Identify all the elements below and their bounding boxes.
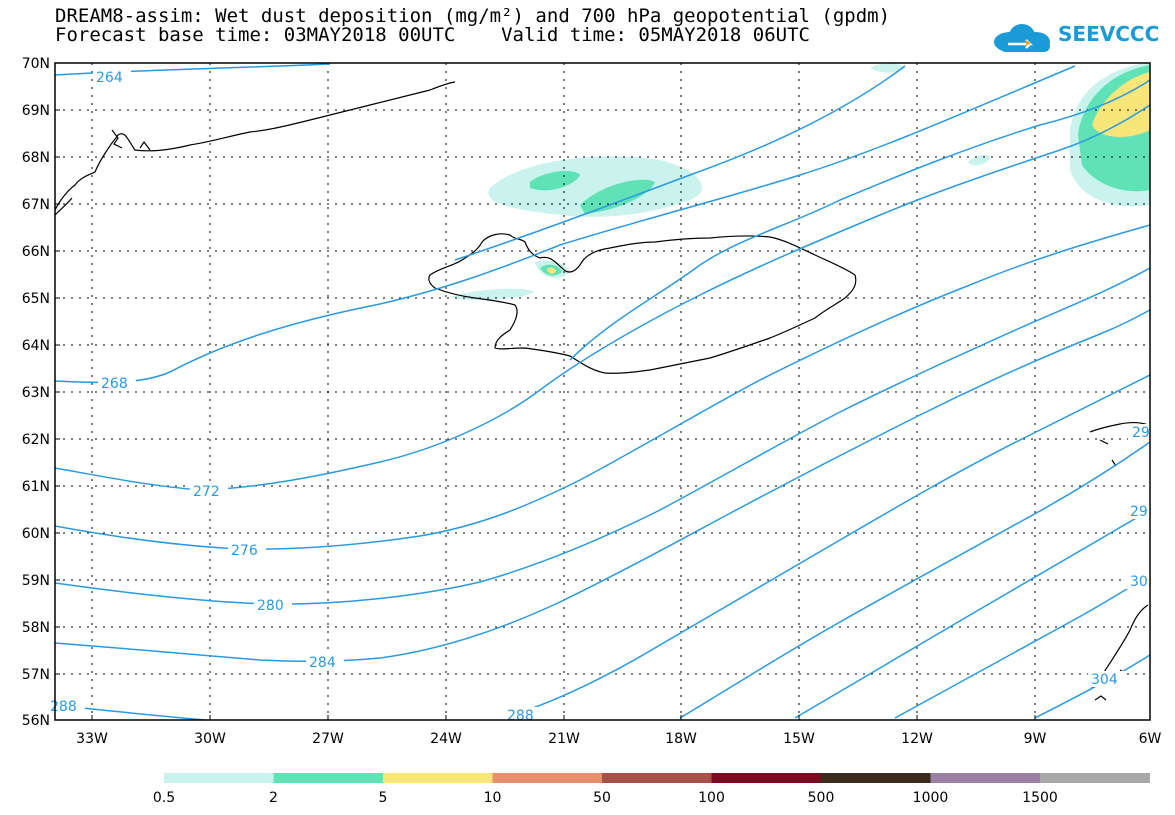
lat-label: 68N <box>22 150 50 166</box>
greenland-coast-detail <box>54 129 151 216</box>
lon-label: 6W <box>1139 731 1162 747</box>
colorbar-label: 1000 <box>913 790 949 806</box>
map-subtitle: Forecast base time: 03MAY2018 00UTC Vali… <box>55 24 810 46</box>
contour-288-east <box>509 374 1151 717</box>
lat-label: 56N <box>22 713 50 729</box>
contour-304 <box>1034 654 1151 719</box>
colorbar-swatch <box>1040 773 1150 783</box>
lon-label: 12W <box>901 731 933 747</box>
colorbar-label: 0.5 <box>153 790 175 806</box>
lon-label: 30W <box>194 731 226 747</box>
lat-label: 67N <box>22 197 50 213</box>
lat-label: 60N <box>22 526 50 542</box>
lat-label: 62N <box>22 432 50 448</box>
contour-label: 284 <box>309 655 336 671</box>
contour-label: 30 <box>1130 574 1148 590</box>
contour-268 <box>54 65 1076 384</box>
contour-268-east <box>569 79 1151 361</box>
colorbar-label: 5 <box>379 790 388 806</box>
lat-label: 61N <box>22 479 50 495</box>
colorbar-swatch <box>930 773 1041 783</box>
longitude-labels: 33W 30W 27W 24W 21W 18W 15W 12W 9W 6W <box>76 731 1161 747</box>
lat-label: 57N <box>22 667 50 683</box>
contour-292 <box>679 441 1151 719</box>
lon-label: 15W <box>783 731 815 747</box>
colorbar-label: 50 <box>593 790 611 806</box>
lat-label: 66N <box>22 244 50 260</box>
contour-label: 268 <box>101 376 128 392</box>
colorbar-swatch <box>383 773 493 783</box>
contour-label: 288 <box>507 708 534 724</box>
lon-label: 9W <box>1024 731 1047 747</box>
geopotential-contours <box>54 63 1151 721</box>
contour-label: 280 <box>257 598 284 614</box>
lon-label: 33W <box>76 731 108 747</box>
colorbar-legend: 0.5 2 5 10 50 100 500 1000 1500 <box>153 773 1150 806</box>
colorbar-swatch <box>602 773 712 783</box>
map-title: DREAM8-assim: Wet dust deposition (mg/m²… <box>55 5 891 27</box>
lat-label: 69N <box>22 103 50 119</box>
contour-264-east <box>454 65 906 261</box>
lat-label: 63N <box>22 385 50 401</box>
colorbar-label: 100 <box>698 790 725 806</box>
colorbar-label: 10 <box>484 790 502 806</box>
lon-label: 18W <box>665 731 697 747</box>
dust-area-lightest <box>450 288 535 301</box>
coastlines <box>54 81 1149 701</box>
lon-label: 27W <box>312 731 344 747</box>
contour-label: 29 <box>1132 425 1150 441</box>
colorbar-swatch <box>711 773 822 783</box>
lat-label: 59N <box>22 573 50 589</box>
colorbar-label: 2 <box>269 790 278 806</box>
seevccc-logo <box>994 24 1050 52</box>
dust-deposition-layer <box>450 62 1150 301</box>
contour-276 <box>54 224 1151 550</box>
latitude-labels: 70N 69N 68N 67N 66N 65N 64N 63N 62N 61N … <box>22 56 50 729</box>
lat-label: 65N <box>22 291 50 307</box>
contour-label: 272 <box>193 484 220 500</box>
logo-text: SEEVCCC <box>1058 22 1160 46</box>
lat-label: 58N <box>22 620 50 636</box>
dust-area-lightest <box>488 156 703 217</box>
contour-280 <box>54 267 1151 605</box>
lat-label: 64N <box>22 338 50 354</box>
contour-label: 304 <box>1091 672 1118 688</box>
dust-area-medium <box>530 170 580 191</box>
contour-label: 276 <box>231 543 258 559</box>
greenland-coast <box>54 81 456 211</box>
contour-label: 288 <box>50 699 77 715</box>
contour-label: 29 <box>1130 504 1148 520</box>
colorbar-swatch <box>492 773 603 783</box>
contour-296 <box>794 509 1151 719</box>
dust-area-medium <box>580 179 655 214</box>
colorbar-label: 500 <box>808 790 835 806</box>
contour-264 <box>54 63 331 76</box>
lon-label: 24W <box>430 731 462 747</box>
colorbar-label: 1500 <box>1022 790 1058 806</box>
lat-label: 70N <box>22 56 50 72</box>
colorbar-swatch <box>821 773 931 783</box>
dust-area-lightest <box>968 154 990 166</box>
colorbar-swatch <box>273 773 384 783</box>
colorbar-swatch <box>164 773 274 783</box>
iceland-coast <box>428 233 857 374</box>
lon-label: 21W <box>548 731 580 747</box>
contour-labels: 264 268 272 276 280 284 288 288 29 29 30… <box>50 69 1150 724</box>
contour-label: 264 <box>96 70 123 86</box>
dust-area-high <box>547 267 556 274</box>
cloud-icon <box>994 24 1050 52</box>
tick-marks <box>55 109 1036 720</box>
contour-300 <box>894 574 1151 719</box>
contour-284 <box>54 309 1151 663</box>
dust-area-lightest <box>870 63 905 73</box>
